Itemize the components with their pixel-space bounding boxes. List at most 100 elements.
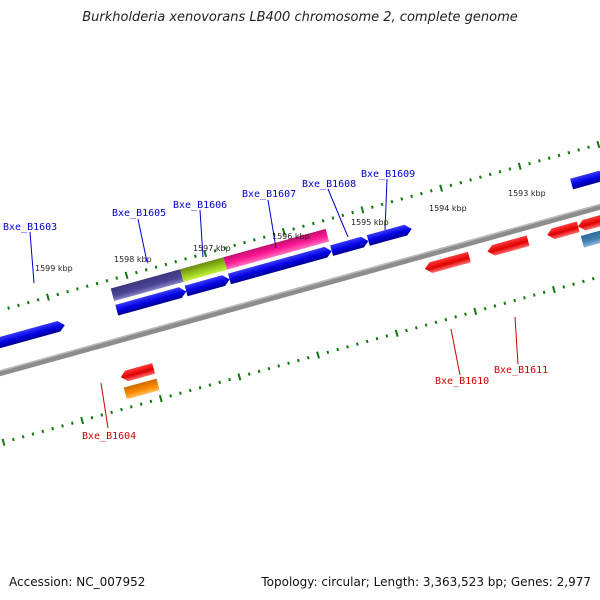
gene-block-orange[interactable] [123, 378, 160, 400]
minor-tick [326, 350, 330, 355]
label-bxe-b1611[interactable]: Bxe_B1611 [494, 365, 548, 376]
label-bxe-b1603[interactable]: Bxe_B1603 [3, 222, 57, 233]
gene-block-lime[interactable] [180, 257, 227, 282]
minor-tick [311, 221, 315, 226]
minor-tick [188, 388, 192, 393]
forward-leaders [29, 178, 388, 284]
map-title: Burkholderia xenovorans LB400 chromosome… [82, 10, 518, 25]
minor-tick [591, 277, 595, 281]
minor-tick [292, 227, 296, 231]
minor-tick [66, 289, 69, 294]
minor-tick [557, 153, 561, 158]
tick-label-1596: 1596 kbp [272, 232, 310, 241]
minor-tick [129, 405, 133, 409]
label-bxe-b1608[interactable]: Bxe_B1608 [302, 179, 356, 190]
minor-tick [414, 326, 418, 330]
leader-bxe-b1611 [514, 316, 519, 365]
minor-tick [208, 383, 212, 387]
gene-arrow-bxe-b1610[interactable] [424, 251, 471, 275]
gene-arrow-reverse-right-2[interactable] [577, 209, 600, 233]
minor-tick [483, 306, 487, 311]
major-tick [124, 271, 129, 279]
tick-label-1598: 1598 kbp [114, 255, 152, 264]
minor-tick [223, 246, 227, 250]
minor-tick [164, 262, 168, 267]
label-bxe-b1609[interactable]: Bxe_B1609 [361, 169, 415, 180]
minor-tick [184, 257, 187, 261]
minor-tick [252, 238, 256, 242]
leader-bxe-b1606 [199, 209, 204, 258]
minor-tick [154, 265, 158, 269]
minor-tick [11, 437, 15, 442]
minor-tick [76, 287, 79, 291]
minor-tick [306, 356, 310, 360]
minor-tick [469, 178, 472, 182]
major-tick [596, 140, 600, 149]
label-bxe-b1610[interactable]: Bxe_B1610 [435, 376, 489, 387]
minor-tick [41, 429, 45, 434]
label-bxe-b1605[interactable]: Bxe_B1605 [112, 208, 166, 219]
minor-tick [262, 235, 266, 239]
gene-arrow-bxe-b1608[interactable] [330, 235, 370, 256]
gene-arrow-bxe-b1605[interactable] [115, 286, 187, 316]
minor-tick [321, 219, 325, 223]
reverse-leaders [100, 316, 519, 429]
major-tick [394, 329, 399, 337]
minor-tick [420, 191, 423, 196]
gene-arrow-bxe-b1607[interactable] [228, 245, 333, 285]
label-bxe-b1604[interactable]: Bxe_B1604 [82, 431, 136, 442]
minor-tick [247, 372, 251, 376]
minor-tick [85, 284, 89, 288]
gene-block-pink[interactable] [223, 228, 330, 270]
label-bxe-b1607[interactable]: Bxe_B1607 [242, 189, 296, 200]
gene-block-steel[interactable] [580, 225, 600, 248]
minor-tick [115, 276, 119, 280]
leader-bxe-b1610 [450, 328, 461, 376]
minor-tick [532, 293, 536, 297]
minor-tick [36, 298, 40, 302]
minor-tick [513, 298, 516, 303]
minor-tick [277, 364, 281, 368]
gene-arrow-forward-right[interactable] [570, 169, 600, 190]
gene-arrow-reverse-right-1[interactable] [546, 221, 580, 241]
major-tick [316, 351, 320, 359]
leader-bxe-b1604 [100, 382, 109, 429]
minor-tick [493, 304, 497, 308]
leader-bxe-b1608 [327, 188, 349, 238]
minor-tick [385, 334, 389, 338]
minor-tick [213, 249, 217, 253]
minor-tick [449, 183, 453, 188]
minor-tick [523, 296, 526, 300]
gene-arrow-bxe-b1609[interactable] [366, 223, 413, 246]
gene-arrow-bxe-b1606[interactable] [184, 274, 231, 297]
minor-tick [56, 292, 60, 297]
gene-arrow-forward[interactable] [0, 319, 66, 349]
minor-tick [135, 270, 138, 275]
minor-tick [542, 290, 546, 295]
minor-tick [100, 413, 104, 417]
minor-tick [479, 175, 482, 179]
gene-arrow-bxe-b1604[interactable] [119, 363, 156, 383]
minor-tick [228, 377, 231, 382]
leader-bxe-b1609 [384, 178, 388, 231]
minor-tick [21, 435, 25, 439]
minor-tick [365, 339, 369, 344]
major-tick [1, 438, 6, 446]
minor-tick [528, 161, 531, 166]
minor-tick [424, 323, 428, 327]
major-tick [46, 293, 50, 301]
major-tick [552, 285, 556, 294]
minor-tick [174, 259, 178, 264]
label-bxe-b1606[interactable]: Bxe_B1606 [173, 200, 227, 211]
minor-tick [17, 303, 20, 308]
minor-tick [429, 189, 433, 193]
minor-tick [459, 180, 463, 185]
major-tick [237, 373, 242, 381]
minor-tick [498, 170, 502, 174]
minor-tick [488, 172, 492, 177]
gene-block-navy[interactable] [110, 269, 184, 302]
minor-tick [577, 148, 581, 152]
minor-tick [434, 320, 438, 325]
gene-arrow-bxe-b1611[interactable] [486, 235, 530, 257]
tick-label-1593: 1593 kbp [508, 189, 546, 198]
